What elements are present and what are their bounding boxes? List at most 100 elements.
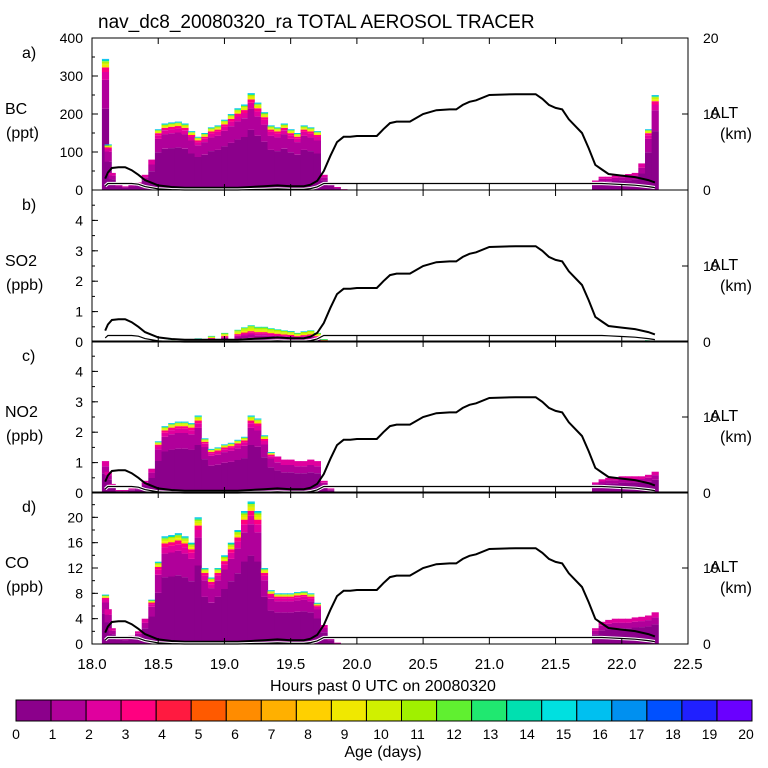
age-bar-segment [307,130,315,132]
age-bar-segment [188,137,196,141]
age-bar-segment [174,422,182,423]
age-bar-segment [645,130,653,131]
age-bar-segment [161,539,169,542]
age-bar-segment [241,437,249,438]
age-bar-segment [214,126,222,128]
age-bar-segment [313,604,321,605]
age-bar-segment [135,636,143,644]
age-bar-segment [307,612,315,644]
age-bar-segment [181,426,189,429]
age-bar-segment [307,333,315,335]
age-bar-segment [241,332,249,334]
age-bar-segment [313,607,321,610]
colorbar-swatch [646,699,683,722]
colorbar-tick-label: 1 [49,726,57,742]
age-bar-segment [234,330,242,332]
age-bar-segment [181,537,189,539]
age-bar-segment [161,148,169,190]
age-bar-segment [174,124,182,127]
age-bar-segment [241,331,249,333]
age-bar-segment [313,602,321,604]
age-bar-segment [115,490,123,492]
age-bar-segment [300,125,308,126]
age-bar-segment [181,124,189,126]
age-bar-segment [247,332,255,335]
age-bar-segment [181,123,189,125]
age-bar-segment [201,133,209,134]
age-bar-segment [300,593,308,594]
age-bar-segment [207,580,216,582]
age-bar-segment [207,456,216,466]
age-bar-segment [254,103,262,105]
age-bar-segment [154,446,163,450]
age-bar-segment [333,187,341,188]
age-bar-segment [247,331,255,333]
colorbar-swatch [401,699,437,722]
panel-no2: 0 1 2 3 4 0 10 c) NO2 (ppb) ALT (km) [5,340,752,501]
age-bar-segment [201,133,209,135]
age-bar-segment [320,485,328,493]
age-bar-segment [214,569,222,571]
age-bar-segment [598,178,606,182]
age-bar-segment [174,421,182,423]
age-bar-segment [168,540,176,543]
age-bar-segment [287,594,295,595]
colorbar-tick-label: 2 [85,726,93,742]
age-bar-segment [638,163,646,168]
age-bar-segment [592,630,600,635]
age-bar-segment [294,134,302,135]
age-bar-segment [181,553,189,578]
age-bar-segment [327,640,335,644]
age-bar-segment [294,154,302,190]
age-bar-segment [300,334,308,336]
alt-tick-label: 0 [703,182,711,198]
age-bar-segment [188,552,196,559]
age-bar-segment [247,108,255,130]
age-bar-segment [101,602,110,614]
age-bar-segment [207,450,216,451]
age-bar-segment [645,133,653,136]
age-bar-segment [300,127,308,129]
age-bar-segment [260,570,269,572]
age-bar-segment [625,479,633,483]
species-label: BC [5,101,27,118]
age-bar-segment [651,104,659,111]
age-bar-segment [227,558,235,582]
age-bar-segment [101,596,110,597]
age-bar-segment [188,427,196,430]
age-bar-segment [207,336,216,338]
age-bar-segment [108,172,116,176]
colorbar-tick-label: 8 [304,726,312,742]
age-bar-segment [247,97,255,100]
age-bar-segment [174,426,182,429]
age-bar-segment [104,471,112,476]
age-bar-segment [274,151,282,190]
age-bar-segment [645,620,653,627]
age-bar-segment [260,568,269,570]
age-bar-segment [631,617,639,622]
age-bar-segment [221,561,229,565]
colorbar-swatch [85,699,122,722]
age-bar-segment [320,482,328,486]
age-bar-segment [188,430,196,435]
age-bar-segment [168,124,176,126]
age-bar-segment [605,176,613,179]
age-bar-segment [194,416,202,418]
alt-tick-label: 0 [703,636,711,652]
age-bar-segment [148,601,156,603]
age-bar-segment [168,434,176,450]
age-bar-segment [294,335,302,337]
age-bar-segment [201,440,209,442]
age-bar-segment [201,142,209,155]
age-bar-segment [188,133,196,135]
colorbar-swatch [471,699,508,722]
age-bar-segment [598,176,606,179]
age-bar-segment [625,176,633,181]
colorbar-tick-label: 14 [519,726,535,742]
age-bar-segment [121,186,129,188]
x-tick-label: 21.0 [475,656,504,673]
age-bar-segment [651,131,659,190]
y-tick-label: 1 [75,455,83,471]
age-bar-segment [101,79,110,109]
